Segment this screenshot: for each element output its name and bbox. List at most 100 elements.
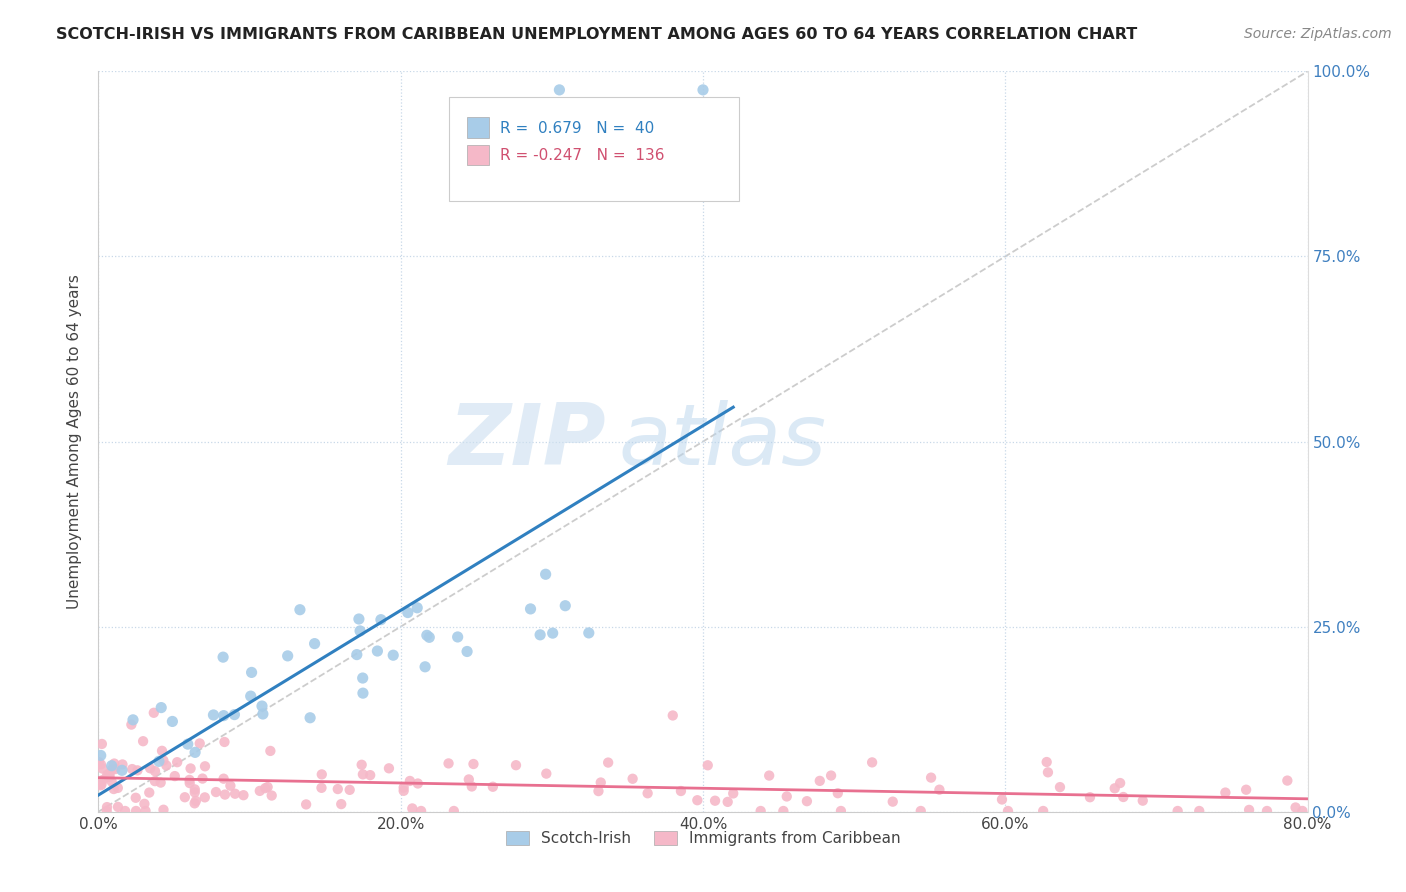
Point <box>330 797 353 811</box>
Point <box>418 630 440 644</box>
Point <box>250 699 273 714</box>
Point <box>212 708 235 723</box>
Point <box>97 770 120 784</box>
Point <box>107 780 129 795</box>
Point <box>111 757 134 772</box>
Point <box>184 794 207 808</box>
Point <box>87 755 110 769</box>
Text: SCOTCH-IRISH VS IMMIGRANTS FROM CARIBBEAN UNEMPLOYMENT AMONG AGES 60 TO 64 YEARS: SCOTCH-IRISH VS IMMIGRANTS FROM CARIBBEA… <box>56 27 1137 42</box>
Point <box>406 600 429 615</box>
Point <box>173 790 195 805</box>
Point <box>882 795 904 809</box>
Point <box>127 764 149 778</box>
Point <box>808 773 831 788</box>
Point <box>820 768 842 782</box>
Point <box>392 780 415 795</box>
Point <box>100 774 122 789</box>
Point <box>416 628 439 642</box>
Point <box>96 804 118 818</box>
Point <box>997 804 1019 818</box>
Point <box>134 797 156 811</box>
Point <box>277 648 299 663</box>
Point <box>288 603 311 617</box>
Point <box>1188 804 1211 818</box>
Point <box>588 784 610 798</box>
Point <box>352 671 374 685</box>
Point <box>254 781 277 796</box>
Point <box>359 768 381 782</box>
Point <box>443 804 465 818</box>
Point <box>661 708 683 723</box>
Point <box>1035 755 1057 769</box>
Point <box>219 779 242 793</box>
Point <box>554 599 576 613</box>
Point <box>100 758 122 772</box>
Point <box>413 660 436 674</box>
Point <box>179 776 201 790</box>
Point <box>184 745 207 759</box>
Text: Source: ZipAtlas.com: Source: ZipAtlas.com <box>1244 27 1392 41</box>
Point <box>401 801 423 815</box>
Point <box>138 786 160 800</box>
Point <box>194 790 217 805</box>
Point <box>749 804 772 818</box>
Point <box>637 786 659 800</box>
Point <box>686 793 709 807</box>
Point <box>104 762 127 776</box>
Point <box>352 767 374 781</box>
Point <box>776 789 799 804</box>
FancyBboxPatch shape <box>467 117 489 138</box>
Point <box>214 788 236 802</box>
Point <box>259 744 281 758</box>
Point <box>482 780 505 794</box>
Point <box>1132 794 1154 808</box>
Point <box>311 780 333 795</box>
Point <box>548 83 571 97</box>
Point <box>152 754 174 768</box>
Point <box>1215 786 1237 800</box>
Point <box>96 800 118 814</box>
Point <box>589 775 612 789</box>
Y-axis label: Unemployment Among Ages 60 to 64 years: Unemployment Among Ages 60 to 64 years <box>67 274 83 609</box>
Point <box>212 650 235 665</box>
Point <box>240 665 263 680</box>
Point <box>132 734 155 748</box>
Point <box>191 772 214 786</box>
Point <box>122 713 145 727</box>
Point <box>135 804 157 818</box>
Point <box>910 804 932 818</box>
Point <box>382 648 405 663</box>
Point <box>578 626 600 640</box>
Legend: Scotch-Irish, Immigrants from Caribbean: Scotch-Irish, Immigrants from Caribbean <box>499 825 907 852</box>
Point <box>456 644 478 658</box>
Point <box>90 748 112 763</box>
Point <box>91 762 114 776</box>
Point <box>370 613 392 627</box>
Point <box>463 757 485 772</box>
Point <box>90 757 112 772</box>
Point <box>536 766 558 780</box>
Point <box>447 630 470 644</box>
Point <box>121 762 143 776</box>
Text: ZIP: ZIP <box>449 400 606 483</box>
Point <box>758 768 780 782</box>
Point <box>212 772 235 786</box>
Point <box>89 778 111 792</box>
Point <box>860 756 883 770</box>
FancyBboxPatch shape <box>467 145 489 165</box>
Point <box>299 711 322 725</box>
Point <box>349 624 371 638</box>
Point <box>1291 804 1313 818</box>
Point <box>796 794 818 808</box>
Point <box>150 700 173 714</box>
Point <box>1036 765 1059 780</box>
Point <box>125 804 148 818</box>
Point <box>111 764 134 778</box>
Point <box>1284 800 1306 814</box>
Point <box>179 772 201 787</box>
Point <box>103 782 125 797</box>
Point <box>90 737 112 751</box>
Point <box>1112 790 1135 805</box>
Point <box>411 804 433 818</box>
Point <box>184 782 207 797</box>
